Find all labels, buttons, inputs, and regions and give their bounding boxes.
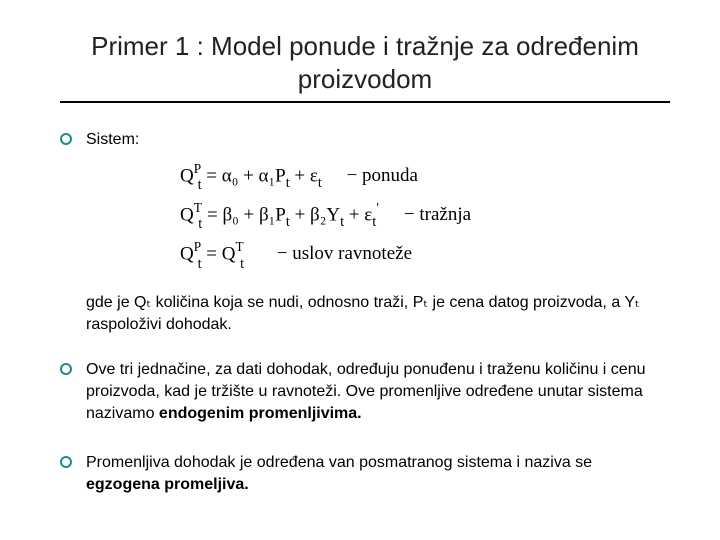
page-title: Primer 1 : Model ponude i tražnje za odr…	[60, 30, 670, 95]
equation-supply-label: − ponuda	[347, 158, 418, 194]
equation-equilibrium-label: − uslov ravnoteže	[277, 236, 412, 272]
title-underline	[60, 101, 670, 103]
bullet-system-label: Sistem:	[86, 129, 139, 151]
equation-block: QPt = α₀ + α₁Pt + εt − ponuda QTt = β₀ +…	[180, 157, 670, 275]
bullet-icon	[60, 133, 72, 145]
bullet-endogenous: Ove tri jednačine, za dati dohodak, odre…	[60, 359, 670, 424]
bullet-icon	[60, 456, 72, 468]
bullet-exogenous-text: Promenljiva dohodak je određena van posm…	[86, 452, 670, 495]
equation-demand-label: − tražnja	[404, 197, 471, 233]
equation-equilibrium: QPt = QTt − uslov ravnoteže	[180, 235, 670, 274]
bullet-exogenous: Promenljiva dohodak je određena van posm…	[60, 452, 670, 495]
equation-demand: QTt = β₀ + β₁Pt + β₂Yt + εt′ − tražnja	[180, 196, 670, 235]
equation-supply: QPt = α₀ + α₁Pt + εt − ponuda	[180, 157, 670, 196]
bullet-endogenous-text: Ove tri jednačine, za dati dohodak, odre…	[86, 359, 670, 424]
bullet-icon	[60, 363, 72, 375]
definitions-paragraph: gde je Qₜ količina koja se nudi, odnosno…	[86, 292, 670, 335]
slide: Primer 1 : Model ponude i tražnje za odr…	[0, 0, 720, 540]
bullet-system: Sistem:	[60, 129, 670, 151]
